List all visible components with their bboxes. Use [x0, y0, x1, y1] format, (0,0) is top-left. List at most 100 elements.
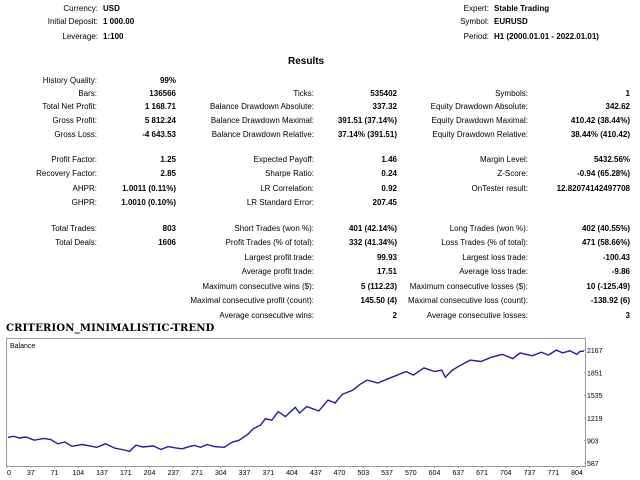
avg-profit-trade-label: Average profit trade: [241, 267, 314, 276]
x-tick-label: 37 [27, 470, 35, 477]
avg-consec-losses-label: Average consecutive losses: [426, 311, 528, 320]
x-tick-label: 71 [51, 470, 59, 477]
profit-factor-value: 1.25 [160, 155, 176, 164]
balance-chart: Balance [6, 338, 586, 467]
y-tick-label: 587 [587, 461, 599, 468]
y-tick-label: 2167 [587, 348, 603, 355]
max-consec-wins-value: 5 (112.23) [360, 282, 397, 291]
x-tick-label: 404 [286, 470, 298, 477]
equity-dd-abs-value: 342.62 [605, 102, 630, 111]
x-tick-label: 204 [144, 470, 156, 477]
y-tick-label: 1851 [587, 371, 603, 378]
lr-std-error-label: LR Standard Error: [246, 198, 314, 207]
symbols-value: 1 [625, 89, 630, 98]
x-tick-label: 570 [405, 470, 417, 477]
lr-std-error-value: 207.45 [372, 198, 397, 207]
total-net-profit-value: 1 168.71 [144, 102, 176, 111]
x-tick-label: 371 [262, 470, 274, 477]
max-consec-losses-value: 10 (-125.49) [586, 282, 630, 291]
short-trades-label: Short Trades (won %): [234, 224, 314, 233]
avg-loss-trade-value: -9.86 [611, 267, 630, 276]
ghpr-label: GHPR: [71, 198, 97, 207]
profit-factor-label: Profit Factor: [51, 155, 97, 164]
x-tick-label: 337 [239, 470, 251, 477]
gross-profit-value: 5 812.24 [144, 116, 176, 125]
period-label: Period: [463, 32, 489, 41]
period-value: H1 (2000.01.01 - 2022.01.01) [494, 32, 599, 41]
initial-deposit-value: 1 000.00 [103, 17, 135, 26]
lr-correlation-label: LR Correlation: [260, 184, 314, 193]
sharpe-ratio-value: 0.24 [381, 169, 397, 178]
avg-loss-trade-label: Average loss trade: [459, 267, 528, 276]
profit-trades-value: 332 (41.34%) [348, 238, 397, 247]
x-tick-label: 470 [334, 470, 346, 477]
expert-value: Stable Trading [494, 4, 550, 13]
gross-loss-value: -4 643.53 [142, 130, 176, 139]
currency-value: USD [103, 4, 120, 13]
largest-profit-trade-label: Largest profit trade: [244, 253, 314, 262]
history-quality-label: History Quality: [42, 76, 97, 85]
ontester-result-label: OnTester result: [471, 184, 528, 193]
expert-label: Expert: [463, 4, 489, 13]
bars-label: Bars: [78, 89, 97, 98]
y-tick-label: 1535 [587, 393, 603, 400]
ahpr-value: 1.0011 (0.11%) [122, 184, 176, 193]
maximal-consec-profit-label: Maximal consecutive profit (count): [190, 296, 314, 305]
avg-profit-trade-value: 17.51 [376, 267, 397, 276]
x-tick-label: 637 [452, 470, 464, 477]
avg-consec-wins-label: Average consecutive wins: [219, 311, 314, 320]
x-tick-label: 503 [357, 470, 369, 477]
loss-trades-label: Loss Trades (% of total): [441, 238, 528, 247]
leverage-value: 1:100 [103, 32, 124, 41]
criterion-title: CRITERION_MINIMALISTIC-TREND [6, 323, 215, 334]
largest-loss-trade-label: Largest loss trade: [462, 253, 528, 262]
x-tick-label: 171 [120, 470, 132, 477]
margin-level-label: Margin Level: [479, 155, 528, 164]
expected-payoff-value: 1.46 [381, 155, 397, 164]
x-tick-label: 771 [547, 470, 559, 477]
z-score-value: -0.94 (65.28%) [577, 169, 630, 178]
balance-dd-max-value: 391.51 (37.14%) [337, 116, 397, 125]
ticks-label: Ticks: [293, 89, 314, 98]
equity-dd-abs-label: Equity Drawdown Absolute: [430, 102, 528, 111]
x-tick-label: 671 [476, 470, 488, 477]
balance-dd-rel-label: Balance Drawdown Relative: [211, 130, 314, 139]
ghpr-value: 1.0010 (0.10%) [121, 198, 176, 207]
x-tick-label: 304 [215, 470, 227, 477]
equity-dd-rel-label: Equity Drawdown Relative: [432, 130, 528, 139]
x-tick-label: 104 [72, 470, 84, 477]
x-tick-label: 604 [429, 470, 441, 477]
leverage-label: Leverage: [62, 32, 98, 41]
short-trades-value: 401 (42.14%) [348, 224, 397, 233]
long-trades-label: Long Trades (won %): [449, 224, 528, 233]
x-tick-label: 271 [191, 470, 203, 477]
x-tick-label: 704 [500, 470, 512, 477]
x-tick-label: 537 [381, 470, 393, 477]
largest-loss-trade-value: -100.43 [602, 253, 630, 262]
expected-payoff-label: Expected Payoff: [253, 155, 314, 164]
avg-consec-wins-value: 2 [392, 311, 397, 320]
symbols-label: Symbols: [495, 89, 528, 98]
largest-profit-trade-value: 99.93 [376, 253, 397, 262]
avg-consec-losses-value: 3 [625, 311, 630, 320]
history-quality-value: 99% [159, 76, 176, 85]
bars-value: 136566 [149, 89, 176, 98]
maximal-consec-loss-value: -138.92 (6) [590, 296, 630, 305]
x-tick-label: 737 [524, 470, 536, 477]
initial-deposit-label: Initial Deposit: [47, 17, 98, 26]
x-tick-label: 237 [167, 470, 179, 477]
y-tick-label: 903 [587, 438, 599, 445]
margin-level-value: 5432.56% [593, 155, 630, 164]
total-deals-value: 1606 [158, 238, 176, 247]
z-score-label: Z-Score: [497, 169, 528, 178]
maximal-consec-profit-value: 145.50 (4) [360, 296, 397, 305]
total-trades-label: Total Trades: [51, 224, 97, 233]
sharpe-ratio-label: Sharpe Ratio: [265, 169, 314, 178]
symbol-value: EURUSD [494, 17, 528, 26]
currency-label: Currency: [63, 4, 98, 13]
results-title: Results [288, 56, 325, 67]
lr-correlation-value: 0.92 [381, 184, 397, 193]
ontester-result-value: 12.82074142497708 [556, 184, 630, 193]
max-consec-wins-label: Maximum consecutive wins ($): [202, 282, 314, 291]
balance-dd-abs-value: 337.32 [372, 102, 397, 111]
